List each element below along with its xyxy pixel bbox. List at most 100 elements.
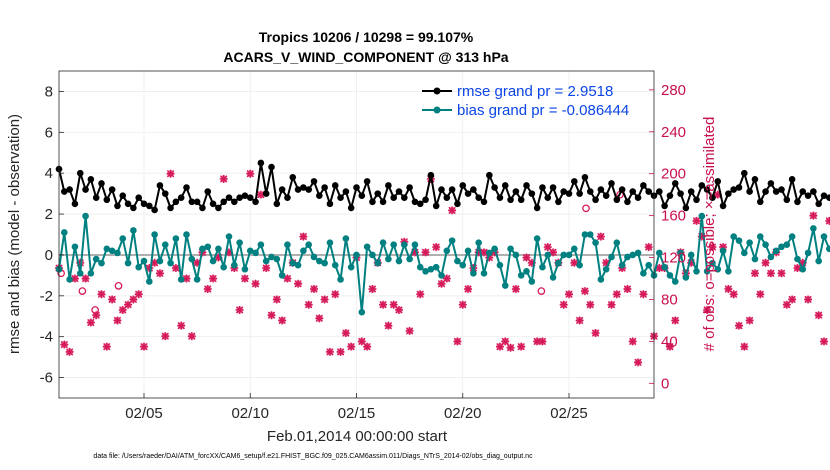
obs-point-cross-16 (140, 342, 148, 351)
obs-point-cross-131 (750, 269, 759, 278)
obs-point-28 (203, 285, 212, 293)
obs-point-cross-5 (81, 274, 90, 283)
bias-point-23 (177, 276, 185, 283)
rmse-point-79 (475, 194, 482, 202)
rmse-point-6 (87, 176, 95, 183)
rmse-point-136 (778, 186, 785, 193)
bias-point-26 (193, 276, 201, 283)
obs-point-cross-123 (708, 243, 717, 252)
obs-point-cross-17 (145, 264, 154, 273)
rmse-point-97 (571, 178, 578, 185)
rmse-point-74 (448, 186, 456, 193)
rmse-point-58 (363, 178, 371, 185)
obs-point-80 (480, 248, 488, 257)
bias-point-56 (353, 251, 360, 259)
bias-point-110 (640, 270, 647, 277)
bias-point-130 (746, 239, 753, 246)
obs-point-34 (235, 305, 244, 314)
rmse-point-35 (241, 192, 249, 199)
obs-point-109 (634, 358, 643, 367)
rmse-point-109 (634, 194, 642, 202)
obs-point-130 (745, 316, 754, 325)
obs-point-cross-64 (395, 305, 403, 314)
rmse-point-10 (108, 186, 116, 193)
rmse-point-138 (788, 176, 796, 183)
bias-point-61 (379, 239, 387, 246)
bias-point-128 (735, 237, 743, 244)
obs-point-cross-28 (203, 285, 212, 293)
bias-point-10 (108, 247, 116, 255)
obs-point-72 (437, 279, 446, 288)
bias-point-19 (156, 257, 164, 265)
rmse-point-86 (512, 188, 520, 195)
rmse-point-87 (517, 196, 525, 204)
rmse-point-93 (549, 184, 557, 191)
bias-point-136 (778, 243, 785, 251)
bias-point-137 (783, 241, 791, 249)
rmse-point-95 (560, 188, 567, 195)
obs-point-cross-83 (495, 342, 504, 351)
obs-point-cross-107 (623, 285, 632, 293)
obs-point-cross-85 (506, 343, 515, 352)
obs-point-cross-129 (740, 342, 749, 351)
obs-point-cross-59 (368, 285, 377, 293)
legend-bias-label: bias grand pr = -0.086444 (457, 102, 629, 119)
bias-point-106 (618, 261, 626, 269)
bias-point-34 (236, 239, 243, 246)
rmse-point-14 (130, 204, 137, 212)
obs-point-cross-69 (421, 248, 430, 257)
bias-point-39 (262, 257, 270, 265)
obs-point-cross-7 (92, 311, 101, 320)
x-tick-label-2: 02/15 (338, 405, 376, 422)
obs-point-69 (421, 248, 430, 257)
bias-point-108 (629, 251, 637, 259)
x-tick-label-3: 02/20 (444, 405, 482, 422)
obs-point-cross-14 (129, 295, 138, 304)
obs-point-2 (65, 347, 74, 356)
obs-point-cross-127 (729, 290, 738, 299)
obs-point-cross-111 (644, 243, 653, 252)
y-left-tick-label-5: 4 (45, 165, 53, 182)
rmse-point-120 (693, 196, 700, 204)
bias-point-125 (719, 247, 727, 255)
rmse-point-7 (92, 194, 100, 202)
rmse-point-51 (326, 200, 334, 208)
rmse-point-92 (544, 194, 552, 202)
obs-point-cross-79 (474, 248, 483, 257)
obs-point-6 (86, 318, 95, 327)
bias-point-31 (220, 263, 227, 271)
obs-point-42 (278, 316, 287, 325)
rmse-point-55 (347, 204, 355, 212)
obs-point-104 (607, 300, 616, 309)
rmse-point-111 (645, 188, 652, 195)
bias-point-139 (794, 255, 801, 263)
rmse-point-69 (422, 196, 429, 204)
rmse-point-46 (300, 184, 307, 191)
obs-point-18 (150, 258, 159, 267)
bias-point-74 (448, 237, 456, 244)
rmse-point-47 (305, 186, 312, 193)
y-right-tick-label-1: 40 (661, 333, 678, 350)
rmse-point-127 (730, 186, 737, 193)
obs-point-cross-84 (501, 337, 510, 346)
obs-point-64 (395, 305, 403, 314)
obs-point-20 (161, 332, 170, 341)
obs-point-136 (777, 269, 786, 278)
obs-point-88 (522, 253, 531, 262)
bias-point-105 (613, 239, 621, 246)
obs-point-10 (108, 295, 117, 304)
rmse-point-2 (66, 186, 73, 193)
obs-point-55 (347, 342, 356, 351)
bias-point-16 (140, 257, 148, 265)
obs-point-cross-53 (336, 347, 345, 356)
obs-point-14 (129, 295, 138, 304)
obs-point-95 (559, 300, 568, 309)
bias-point-73 (443, 247, 451, 255)
rmse-point-19 (156, 182, 164, 189)
obs-point-144 (820, 337, 828, 346)
bias-point-91 (539, 263, 546, 271)
obs-point-107 (623, 285, 632, 293)
obs-point-cross-120 (692, 216, 701, 225)
obs-point-cross-141 (804, 295, 813, 304)
bias-point-113 (656, 249, 663, 257)
